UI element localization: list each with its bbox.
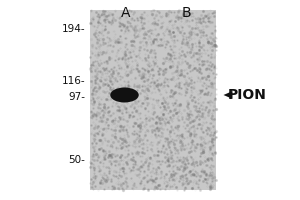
Text: 50-: 50- (69, 155, 86, 165)
Text: A: A (121, 6, 131, 20)
Bar (90, 10, 216, 190)
Text: 116-: 116- (62, 76, 86, 86)
Text: B: B (181, 6, 191, 20)
Text: PION: PION (228, 88, 267, 102)
Text: 194-: 194- (62, 24, 86, 34)
Polygon shape (224, 91, 232, 99)
Ellipse shape (110, 88, 139, 102)
Text: 97-: 97- (68, 92, 86, 102)
